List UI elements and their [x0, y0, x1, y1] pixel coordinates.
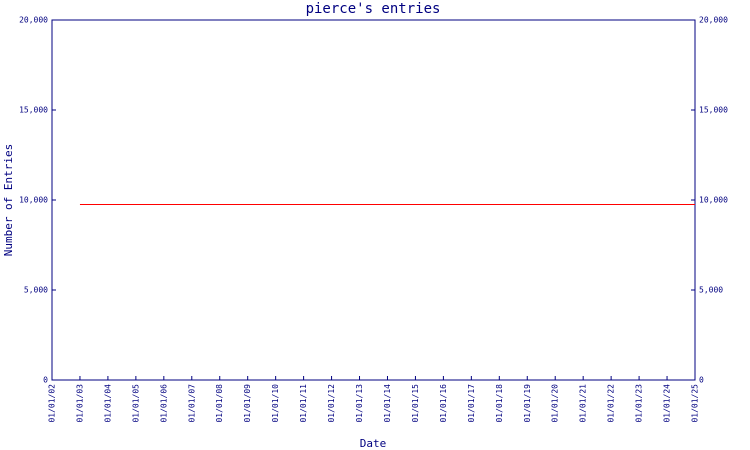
y-tick-label: 0: [43, 376, 48, 385]
y2-tick-label: 15,000: [699, 106, 728, 115]
x-tick-label: 01/01/08: [215, 384, 224, 423]
y2-tick-label: 10,000: [699, 196, 728, 205]
x-tick-label: 01/01/25: [691, 384, 700, 423]
x-tick-label: 01/01/12: [327, 384, 336, 423]
y-tick-label: 15,000: [19, 106, 48, 115]
x-tick-label: 01/01/16: [439, 384, 448, 423]
y-tick-label: 10,000: [19, 196, 48, 205]
y-axis-label: Number of Entries: [2, 144, 15, 257]
x-tick-label: 01/01/09: [243, 384, 252, 423]
x-tick-label: 01/01/22: [607, 384, 616, 423]
y2-tick-label: 20,000: [699, 16, 728, 25]
x-tick-label: 01/01/23: [635, 384, 644, 423]
x-axis-label: Date: [360, 437, 387, 450]
x-tick-label: 01/01/15: [411, 384, 420, 423]
x-tick-label: 01/01/20: [551, 384, 560, 423]
x-tick-label: 01/01/14: [383, 384, 392, 423]
x-tick-label: 01/01/07: [187, 384, 196, 423]
x-tick-label: 01/01/13: [355, 384, 364, 423]
x-tick-label: 01/01/21: [579, 384, 588, 423]
x-tick-label: 01/01/03: [75, 384, 84, 423]
y-tick-label: 20,000: [19, 16, 48, 25]
x-tick-label: 01/01/04: [103, 384, 112, 423]
x-tick-label: 01/01/19: [523, 384, 532, 423]
x-tick-label: 01/01/11: [299, 384, 308, 423]
y-tick-label: 5,000: [24, 286, 48, 295]
y2-tick-label: 5,000: [699, 286, 723, 295]
chart-title: pierce's entries: [306, 1, 441, 17]
y2-tick-label: 0: [699, 376, 704, 385]
x-tick-label: 01/01/18: [495, 384, 504, 423]
x-tick-label: 01/01/05: [131, 384, 140, 423]
x-tick-label: 01/01/06: [159, 384, 168, 423]
x-tick-label: 01/01/24: [663, 384, 672, 423]
x-tick-label: 01/01/17: [467, 384, 476, 423]
plot-frame: [51, 19, 696, 381]
x-tick-label: 01/01/10: [271, 384, 280, 423]
x-tick-label: 01/01/02: [48, 384, 57, 423]
